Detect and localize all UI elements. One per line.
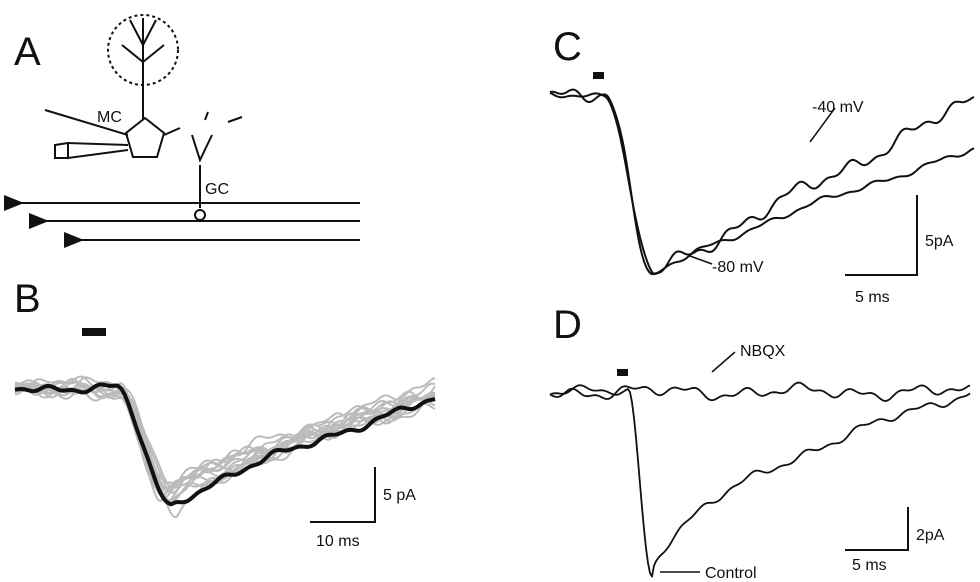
cell-label: MC xyxy=(97,109,122,126)
scale-label: 5 ms xyxy=(852,557,887,574)
trace xyxy=(14,382,436,489)
scale-label: 5 ms xyxy=(855,289,890,306)
traces xyxy=(549,88,975,276)
scale-label: 10 ms xyxy=(316,533,360,550)
panel-label: D xyxy=(553,303,582,347)
stimulus-bar xyxy=(593,72,604,79)
scale-label: 2pA xyxy=(916,527,945,544)
trace xyxy=(549,381,971,402)
trace xyxy=(549,384,971,578)
scale-label: 5pA xyxy=(925,233,954,250)
schematic xyxy=(3,14,360,248)
scale-bar xyxy=(310,467,376,523)
scale-bar xyxy=(845,195,918,276)
scale-label: 5 pA xyxy=(383,487,416,504)
leader xyxy=(660,351,736,573)
trace-label: -80 mV xyxy=(712,259,764,276)
trace xyxy=(549,88,975,276)
stimulus-bar xyxy=(617,369,628,376)
trace xyxy=(14,382,436,493)
panel-label: B xyxy=(14,277,41,321)
stimulus-bar xyxy=(82,328,106,336)
trace xyxy=(14,379,436,500)
trace xyxy=(14,376,436,519)
traces xyxy=(14,375,436,519)
cell-label: GC xyxy=(205,181,229,198)
panel-label: A xyxy=(14,30,41,74)
traces xyxy=(549,381,971,578)
scale-bar xyxy=(845,507,909,551)
trace-label: Control xyxy=(705,565,757,582)
trace xyxy=(549,91,975,276)
trace-label: -40 mV xyxy=(812,99,864,116)
trace-label: NBQX xyxy=(740,343,786,360)
trace xyxy=(14,382,436,507)
panel-label: C xyxy=(553,25,582,69)
trace xyxy=(14,381,436,504)
leader xyxy=(689,107,836,265)
